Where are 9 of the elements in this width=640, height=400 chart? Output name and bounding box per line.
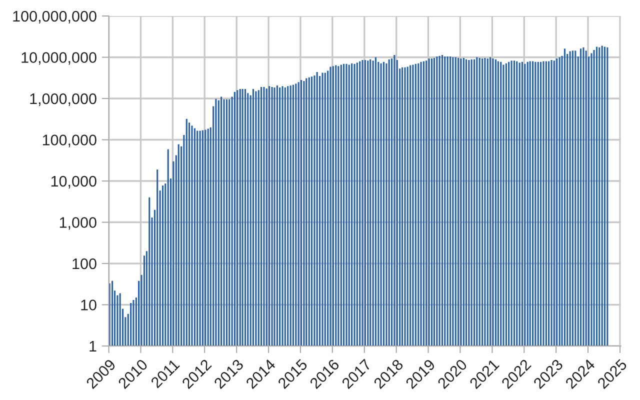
y-tick-label: 100 [72,258,96,270]
y-tick-label: 10,000 [51,176,96,188]
y-tick-label: 100,000 [42,134,96,148]
y-tick-label: 1,000 [60,217,96,230]
y-tick-label: 1,000,000 [30,93,96,106]
y-tick-label: 10,000,000 [22,52,96,65]
y-tick-label: 100,000,000 [13,10,96,24]
y-tick-label: 1 [90,341,96,352]
y-tick-label: 10 [81,300,96,310]
